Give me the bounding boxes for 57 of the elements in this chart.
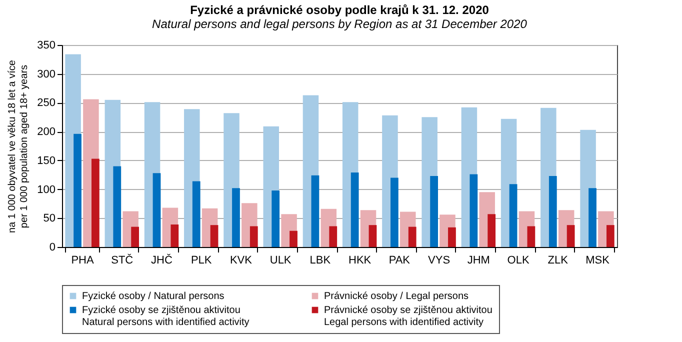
bar [192, 181, 200, 247]
y-tick-label: 200 [37, 126, 56, 138]
bar [210, 225, 218, 247]
bar [250, 226, 258, 247]
bar [311, 175, 320, 247]
x-tick-label: JHM [467, 254, 490, 266]
bar [509, 184, 518, 247]
x-tick-label: HKK [348, 254, 372, 266]
bar [368, 225, 377, 247]
x-tick-label: JHČ [151, 254, 172, 266]
chart-title: Fyzické a právnické osoby podle krajů k 31. 12. 2020 [190, 3, 490, 17]
y-tick-label: 50 [43, 212, 56, 225]
x-tick-label: KVK [230, 254, 253, 266]
y-tick-label: 0 [49, 242, 56, 254]
bar [588, 188, 596, 247]
x-tick-label: OLK [507, 254, 530, 266]
chart-subtitle: Natural persons and legal persons by Region as at 31 December 2020 [152, 17, 528, 31]
y-axis-title: na 1 000 obyvatel ve věku 18 let a více per 1 000 population aged 18+ years [7, 60, 30, 233]
x-tick-label: ZLK [548, 254, 569, 266]
bar [488, 214, 496, 247]
bar [448, 227, 456, 247]
y-tick-label: 100 [37, 184, 56, 196]
x-tick-label: ULK [270, 254, 292, 266]
bar [470, 174, 478, 247]
y-tick-label: 250 [37, 97, 56, 110]
x-tick-label: STČ [111, 254, 134, 266]
y-tick-label: 300 [37, 68, 56, 80]
y-tick-label: 350 [37, 40, 56, 52]
bar [350, 172, 359, 247]
bar [92, 158, 100, 247]
legend-label: Právnické osoby se zjištěnou aktivitou Legal persons with identified activity [324, 305, 492, 328]
bar [606, 225, 614, 247]
bar [430, 176, 438, 247]
bar [170, 224, 179, 247]
x-tick-label: MSK [586, 254, 610, 266]
bar [290, 230, 298, 247]
legend-label: Fyzické osoby / Natural persons [82, 291, 224, 302]
bar [408, 226, 416, 247]
bar [548, 176, 557, 247]
bar [113, 166, 122, 247]
bar [527, 226, 536, 247]
x-tick-label: LBK [310, 254, 332, 266]
bar [152, 173, 161, 247]
bar [131, 226, 139, 247]
legend-label: Právnické osoby / Legal persons [324, 291, 469, 302]
bar [390, 178, 398, 247]
x-tick-label: PHA [71, 254, 94, 266]
x-tick-label: PLK [190, 254, 212, 266]
x-tick-label: VYS [428, 254, 450, 266]
bar [74, 134, 82, 247]
x-tick-label: PAK [388, 254, 411, 266]
bar [329, 226, 338, 247]
legend-label: Fyzické osoby se zjištěnou aktivitou Natural persons with identified activity [82, 305, 250, 328]
bar [232, 188, 240, 247]
bar [272, 190, 280, 247]
bar [566, 225, 575, 247]
y-tick-label: 150 [37, 154, 56, 167]
